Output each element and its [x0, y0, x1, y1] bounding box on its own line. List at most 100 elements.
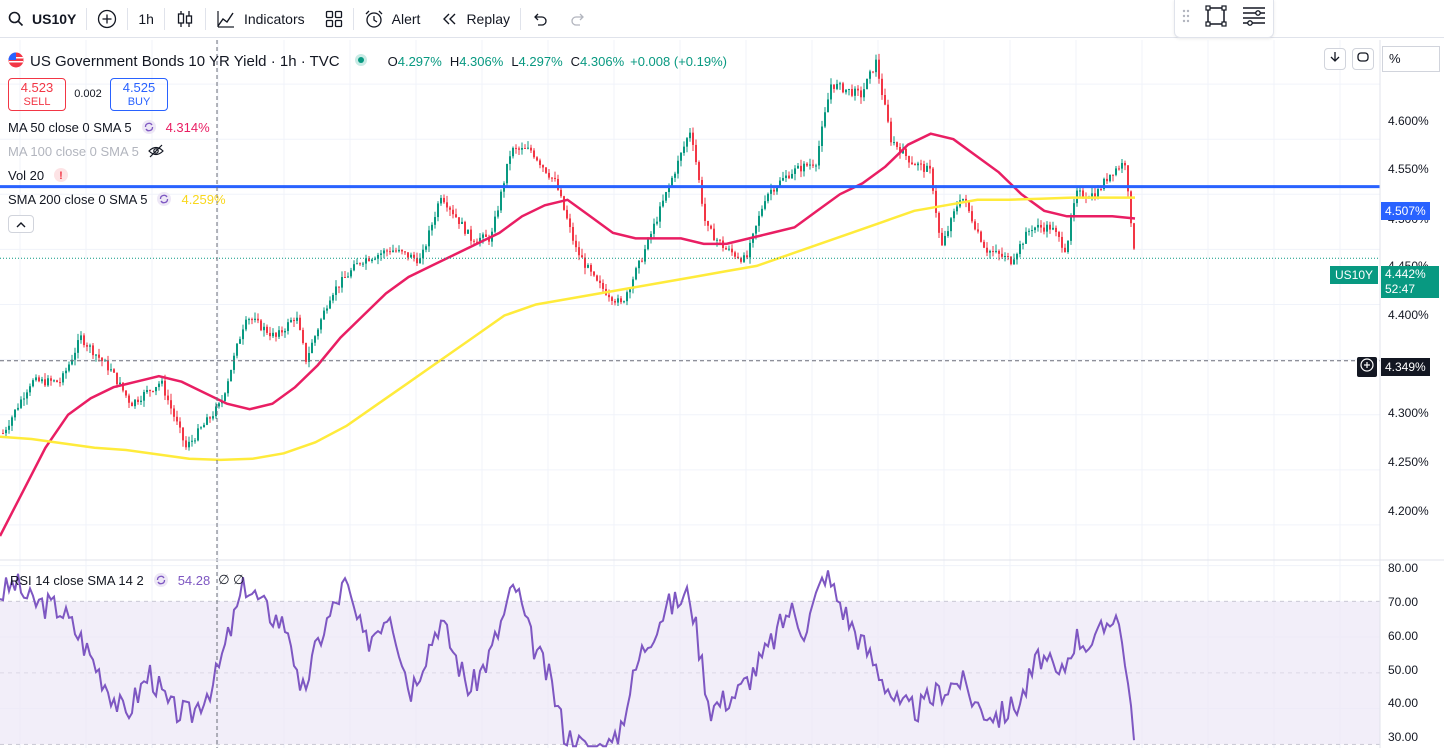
candle-body: [176, 416, 178, 422]
alert-button[interactable]: Alert: [354, 0, 431, 38]
candle-body: [26, 392, 28, 399]
toolbar-divider: [520, 7, 522, 30]
refresh-icon[interactable]: [152, 571, 170, 589]
candle-body: [143, 392, 145, 401]
candle-body: [416, 257, 418, 264]
candle-body: [32, 380, 34, 387]
candle-body: [386, 250, 388, 252]
candle-body: [230, 369, 232, 382]
compare-symbol-button[interactable]: [87, 0, 127, 38]
buy-button[interactable]: 4.525 BUY: [110, 77, 168, 111]
indicator-volume-legend[interactable]: Vol 20 !: [8, 163, 727, 187]
pane-maximize-button[interactable]: [1352, 48, 1374, 70]
candle-body: [941, 232, 943, 246]
candle-body: [839, 83, 841, 85]
candle-body: [305, 342, 307, 362]
price-axis-label: 4.550%: [1388, 162, 1429, 176]
candle-body: [866, 78, 868, 90]
drag-handle-icon[interactable]: [1181, 7, 1191, 30]
candle-body: [326, 308, 328, 311]
redo-button[interactable]: [559, 0, 597, 38]
sma200-line: [0, 196, 1135, 462]
candle-body: [1019, 244, 1021, 254]
candle-body: [797, 165, 799, 169]
eye-hidden-icon[interactable]: [147, 142, 165, 160]
candle-body: [860, 90, 862, 98]
interval-button[interactable]: 1h: [128, 0, 164, 38]
object-tree-icon[interactable]: [1241, 5, 1267, 32]
chart-area[interactable]: US Government Bonds 10 YR Yield · 1h · T…: [0, 40, 1444, 748]
rsi-name: RSI 14 close SMA 14 2: [10, 572, 144, 588]
candle-body: [431, 224, 433, 231]
candle-body: [1001, 253, 1003, 257]
candle-body: [341, 277, 343, 288]
refresh-icon[interactable]: [140, 118, 158, 136]
candle-body: [914, 164, 916, 166]
sell-button[interactable]: 4.523 SELL: [8, 77, 66, 111]
candle-body: [968, 202, 970, 212]
candle-body: [1115, 168, 1117, 175]
candle-body: [812, 164, 814, 166]
candle-body: [332, 294, 334, 301]
candle-body: [362, 263, 364, 265]
rsi-extra: ∅ ∅: [218, 572, 245, 587]
candle-body: [992, 251, 994, 253]
candle-body: [188, 441, 190, 448]
rectangle-select-icon[interactable]: [1204, 4, 1228, 33]
candle-body: [347, 276, 349, 278]
scale-mode-button[interactable]: %: [1382, 46, 1440, 72]
candle-body: [878, 59, 880, 79]
indicator-ma50-legend[interactable]: MA 50 close 0 SMA 5 4.314%: [8, 115, 727, 139]
rsi-axis-label: 70.00: [1388, 595, 1419, 609]
candle-body: [746, 255, 748, 258]
candle-body: [56, 380, 58, 383]
alert-label: Alert: [391, 10, 421, 27]
candle-body: [677, 160, 679, 174]
buy-label: BUY: [127, 95, 151, 108]
templates-button[interactable]: [315, 0, 353, 38]
symbol-title[interactable]: US Government Bonds 10 YR Yield · 1h · T…: [30, 52, 340, 70]
candle-body: [1064, 247, 1066, 253]
candle-body: [521, 148, 523, 150]
indicator-ma100-legend[interactable]: MA 100 close 0 SMA 5: [8, 139, 727, 163]
candle-body: [74, 352, 76, 360]
candle-body: [1031, 230, 1033, 232]
undo-button[interactable]: [521, 0, 559, 38]
candle-body: [572, 227, 574, 241]
warning-icon[interactable]: !: [52, 166, 70, 184]
candle-body: [218, 403, 220, 407]
candle-body: [155, 387, 157, 392]
symbol-search-button[interactable]: US10Y: [0, 0, 86, 38]
candle-body: [419, 258, 421, 264]
collapse-legend-button[interactable]: [8, 215, 34, 233]
candle-body: [896, 142, 898, 147]
indicator-sma200-legend[interactable]: SMA 200 close 0 SMA 5 4.259%: [8, 187, 727, 211]
indicators-label: Indicators: [243, 10, 305, 27]
candle-body: [212, 416, 214, 419]
candle-body: [893, 142, 895, 144]
candle-body: [773, 189, 775, 192]
candle-body: [956, 206, 958, 212]
replay-button[interactable]: Replay: [430, 0, 520, 38]
chart-type-button[interactable]: [165, 0, 205, 38]
indicators-button[interactable]: Indicators: [206, 0, 315, 38]
candle-body: [446, 202, 448, 208]
price-chart-canvas[interactable]: [0, 40, 1444, 748]
undo-icon: [531, 10, 549, 28]
candle-body: [329, 300, 331, 309]
refresh-icon[interactable]: [155, 190, 173, 208]
candle-body: [581, 255, 583, 258]
candle-body: [974, 221, 976, 230]
candle-body: [1007, 256, 1009, 258]
market-status-icon[interactable]: [354, 53, 368, 70]
candle-body: [266, 326, 268, 333]
price-axis-label: 4.200%: [1388, 504, 1429, 518]
candle-body: [455, 214, 457, 218]
candle-body: [935, 190, 937, 213]
pane-down-button[interactable]: [1324, 48, 1346, 70]
rsi-legend[interactable]: RSI 14 close SMA 14 2 54.28 ∅ ∅: [10, 571, 245, 589]
candle-body: [680, 152, 682, 161]
add-alert-crosshair-button[interactable]: [1357, 357, 1377, 377]
plus-circle-icon: [97, 9, 117, 29]
candle-body: [596, 275, 598, 281]
